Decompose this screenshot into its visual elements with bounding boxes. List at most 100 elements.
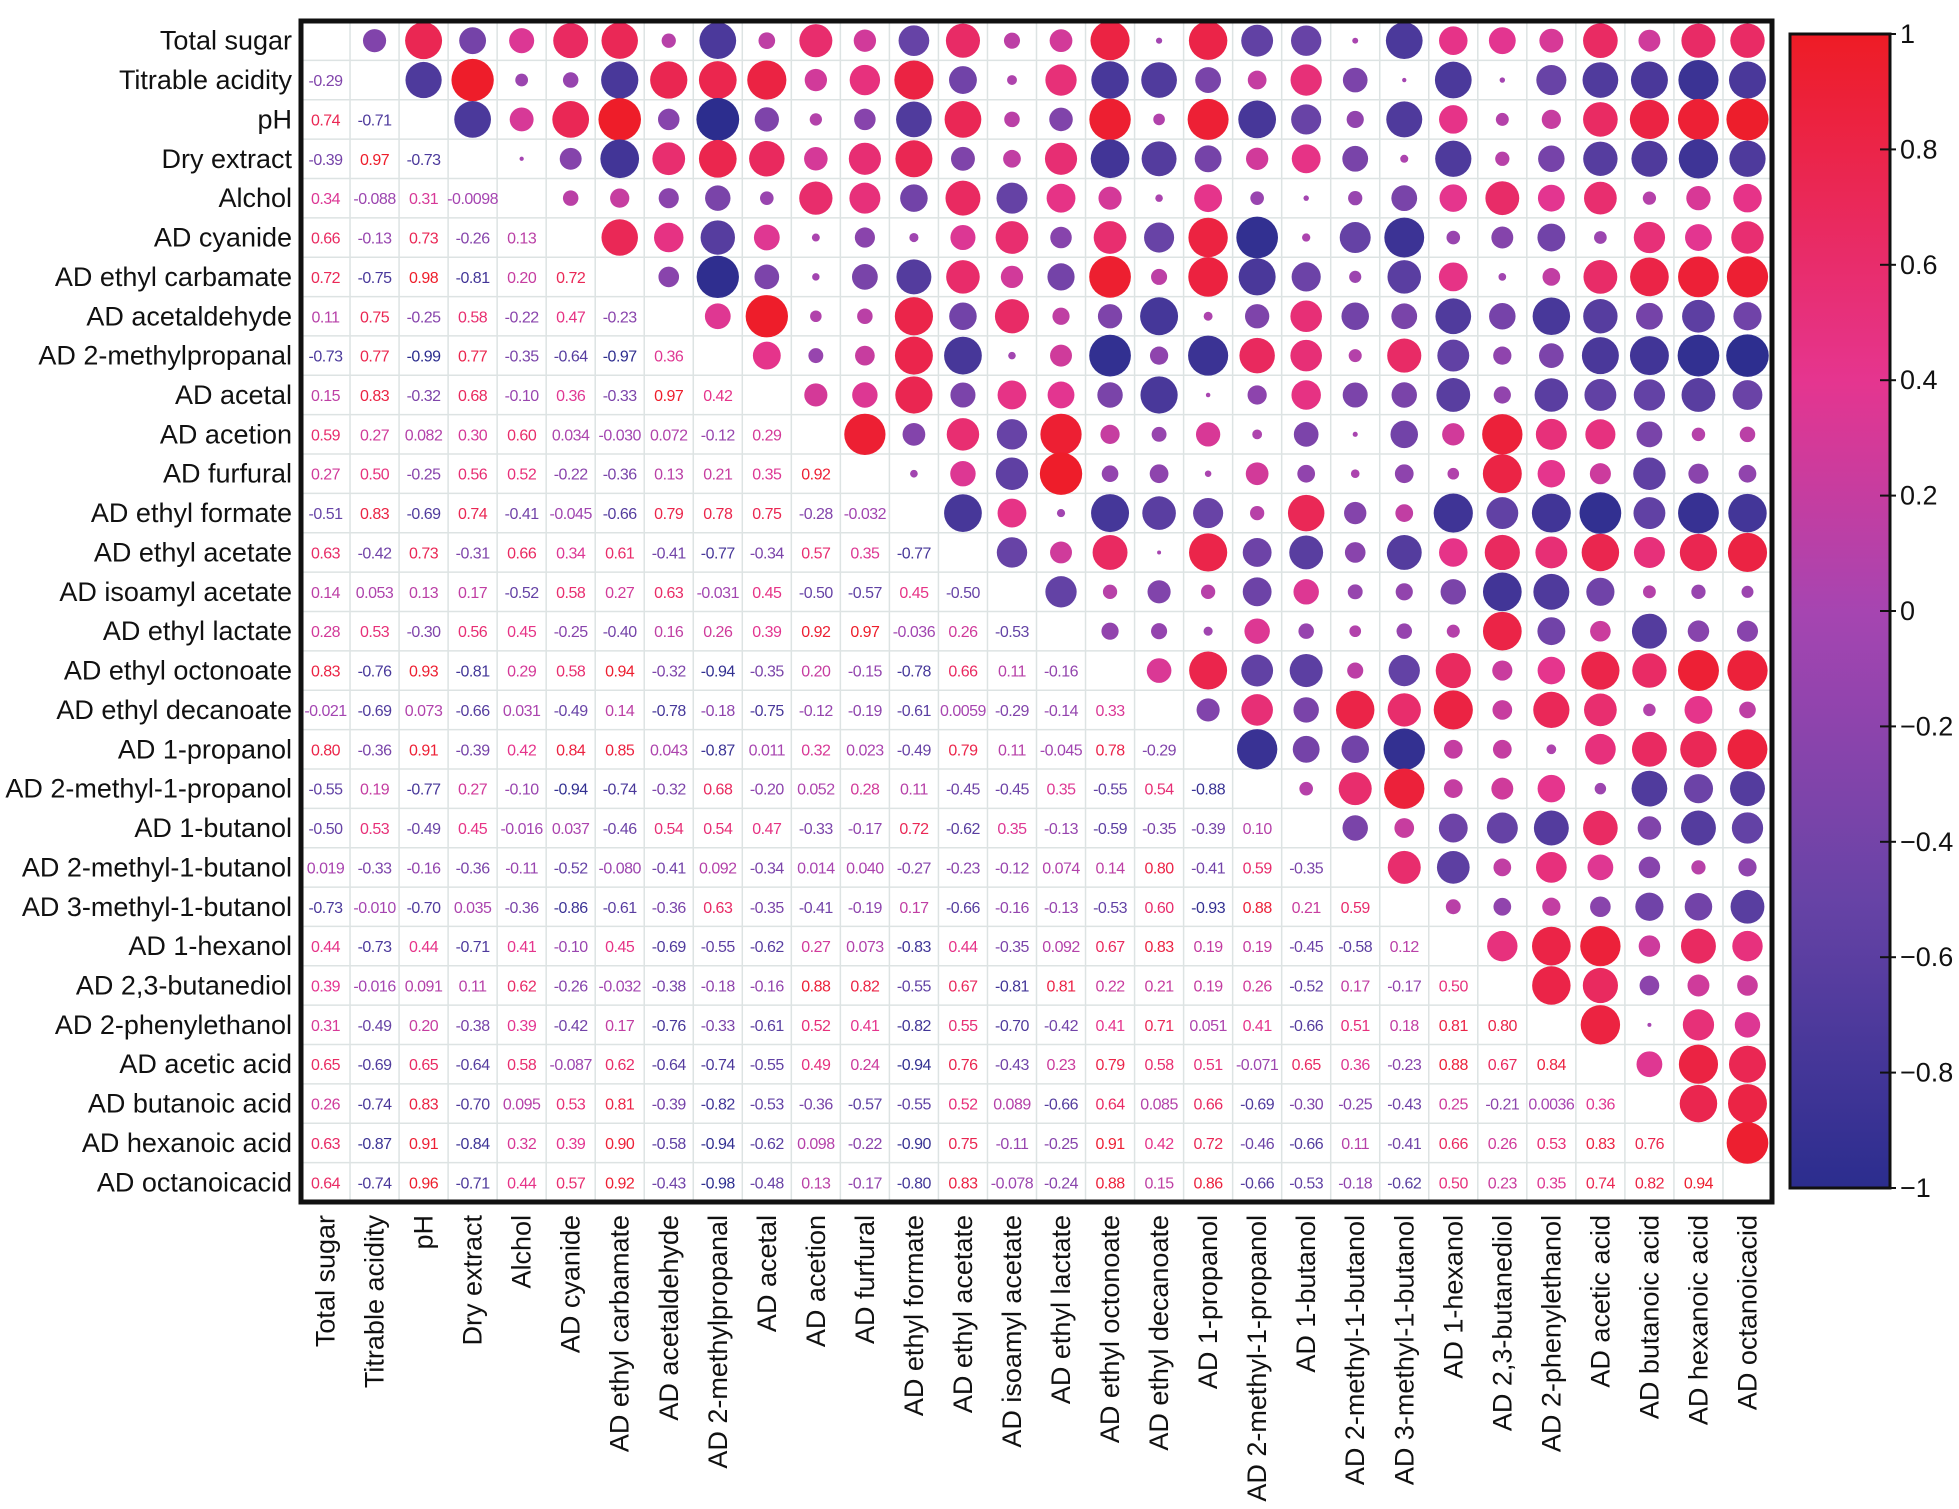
correlation-value: -0.64 — [554, 349, 589, 366]
correlation-value: 0.59 — [311, 427, 341, 444]
correlation-circle — [1493, 346, 1512, 365]
correlation-circle — [1435, 140, 1472, 177]
correlation-value: 0.30 — [458, 427, 488, 444]
correlation-value: 0.47 — [752, 821, 782, 838]
correlation-value: -0.30 — [407, 624, 442, 641]
correlation-value: -0.82 — [897, 1018, 932, 1035]
correlation-circle — [894, 60, 934, 100]
correlation-value: -0.35 — [1289, 860, 1324, 877]
correlation-value: -0.70 — [995, 1018, 1030, 1035]
correlation-value: -0.69 — [407, 506, 442, 523]
correlation-circle — [1102, 584, 1118, 599]
correlation-value: -0.13 — [358, 231, 393, 248]
correlation-circle — [1726, 1122, 1769, 1164]
correlation-value: 0.11 — [900, 782, 929, 799]
correlation-circle — [1140, 297, 1179, 336]
correlation-value: 0.35 — [752, 467, 782, 484]
correlation-circle — [515, 73, 529, 87]
correlation-circle — [1289, 654, 1323, 688]
correlation-value: 0.34 — [556, 545, 586, 562]
correlation-circle — [1151, 623, 1168, 640]
correlation-value: 0.75 — [360, 309, 390, 326]
correlation-value: 0.94 — [605, 664, 635, 681]
correlation-value: 0.92 — [605, 1175, 635, 1192]
correlation-value: -0.42 — [554, 1018, 589, 1035]
correlation-circle — [610, 188, 630, 208]
row-label: AD ethyl carbamate — [55, 262, 292, 292]
correlation-value: -0.69 — [358, 1057, 393, 1074]
correlation-circle — [1438, 813, 1468, 843]
correlation-value: -0.49 — [407, 821, 442, 838]
correlation-circle — [799, 181, 833, 215]
correlation-value: -0.34 — [750, 860, 785, 877]
correlation-value: 0.88 — [1243, 900, 1273, 917]
correlation-circle — [749, 141, 785, 177]
correlation-circle — [1531, 493, 1571, 533]
correlation-value: 0.82 — [850, 978, 880, 995]
correlation-value: -0.016 — [353, 978, 396, 995]
correlation-value: 0.88 — [1439, 1057, 1469, 1074]
correlation-circle — [1633, 221, 1666, 254]
correlation-circle — [1638, 856, 1661, 879]
correlation-value: 0.79 — [1095, 1057, 1125, 1074]
correlation-value: -0.27 — [897, 860, 932, 877]
correlation-circle — [1633, 379, 1666, 411]
row-label: AD 1-propanol — [118, 734, 292, 764]
correlation-value: 0.56 — [458, 467, 488, 484]
correlation-circle — [804, 68, 828, 92]
correlation-value: -0.94 — [701, 1136, 736, 1153]
correlation-value: -0.36 — [652, 900, 687, 917]
correlation-circle — [1239, 337, 1275, 374]
correlation-circle — [1631, 731, 1667, 767]
correlation-circle — [1630, 257, 1669, 297]
correlation-circle — [1195, 422, 1221, 447]
correlation-circle — [848, 142, 881, 175]
correlation-value: -0.39 — [456, 742, 491, 759]
column-label: Dry extract — [458, 1215, 488, 1346]
correlation-value: -0.30 — [1289, 1097, 1324, 1114]
correlation-circle — [1433, 690, 1473, 730]
correlation-value: -0.24 — [1044, 1175, 1079, 1192]
correlation-circle — [1290, 25, 1322, 56]
correlation-circle — [1691, 584, 1706, 599]
correlation-circle — [1582, 967, 1618, 1004]
correlation-value: 0.092 — [1042, 939, 1080, 956]
column-label: AD isoamyl acetate — [997, 1215, 1027, 1448]
correlation-value: 0.16 — [654, 624, 684, 641]
correlation-value: 0.29 — [752, 427, 782, 444]
correlation-circle — [1384, 768, 1425, 809]
correlation-value: -0.11 — [505, 860, 538, 877]
correlation-circle — [1391, 303, 1418, 330]
correlation-circle — [945, 180, 981, 216]
correlation-circle — [1678, 256, 1719, 298]
correlation-value: -0.61 — [603, 900, 638, 917]
correlation-value: -0.031 — [697, 585, 740, 602]
correlation-circle — [1293, 697, 1319, 723]
correlation-value: -0.76 — [358, 664, 393, 681]
correlation-value: -0.14 — [1044, 703, 1079, 720]
correlation-circle — [1631, 770, 1668, 807]
correlation-value: 0.15 — [1145, 1175, 1175, 1192]
correlation-circle — [1144, 222, 1175, 253]
correlation-value: 0.54 — [703, 821, 733, 838]
column-label: AD 2-methyl-1-propanol — [1242, 1215, 1272, 1502]
correlation-circle — [1633, 497, 1666, 530]
correlation-circle — [1291, 144, 1321, 174]
correlation-value: 0.79 — [654, 506, 684, 523]
correlation-circle — [451, 58, 494, 102]
correlation-value: 0.63 — [654, 585, 684, 602]
correlation-circle — [844, 413, 886, 455]
correlation-circle — [1535, 418, 1567, 450]
correlation-value: 0.45 — [605, 939, 635, 956]
correlation-circle — [1493, 386, 1511, 404]
correlation-circle — [1385, 22, 1423, 60]
colorbar-tick-label: −0.6 — [1900, 942, 1953, 972]
correlation-value: 0.58 — [507, 1057, 537, 1074]
correlation-circle — [1486, 497, 1519, 530]
correlation-value: 0.36 — [654, 349, 684, 366]
correlation-circle — [1443, 779, 1463, 799]
correlation-value: -0.030 — [599, 427, 642, 444]
correlation-value: -0.83 — [897, 939, 932, 956]
correlation-circle — [1200, 584, 1216, 599]
correlation-circle — [950, 460, 976, 487]
